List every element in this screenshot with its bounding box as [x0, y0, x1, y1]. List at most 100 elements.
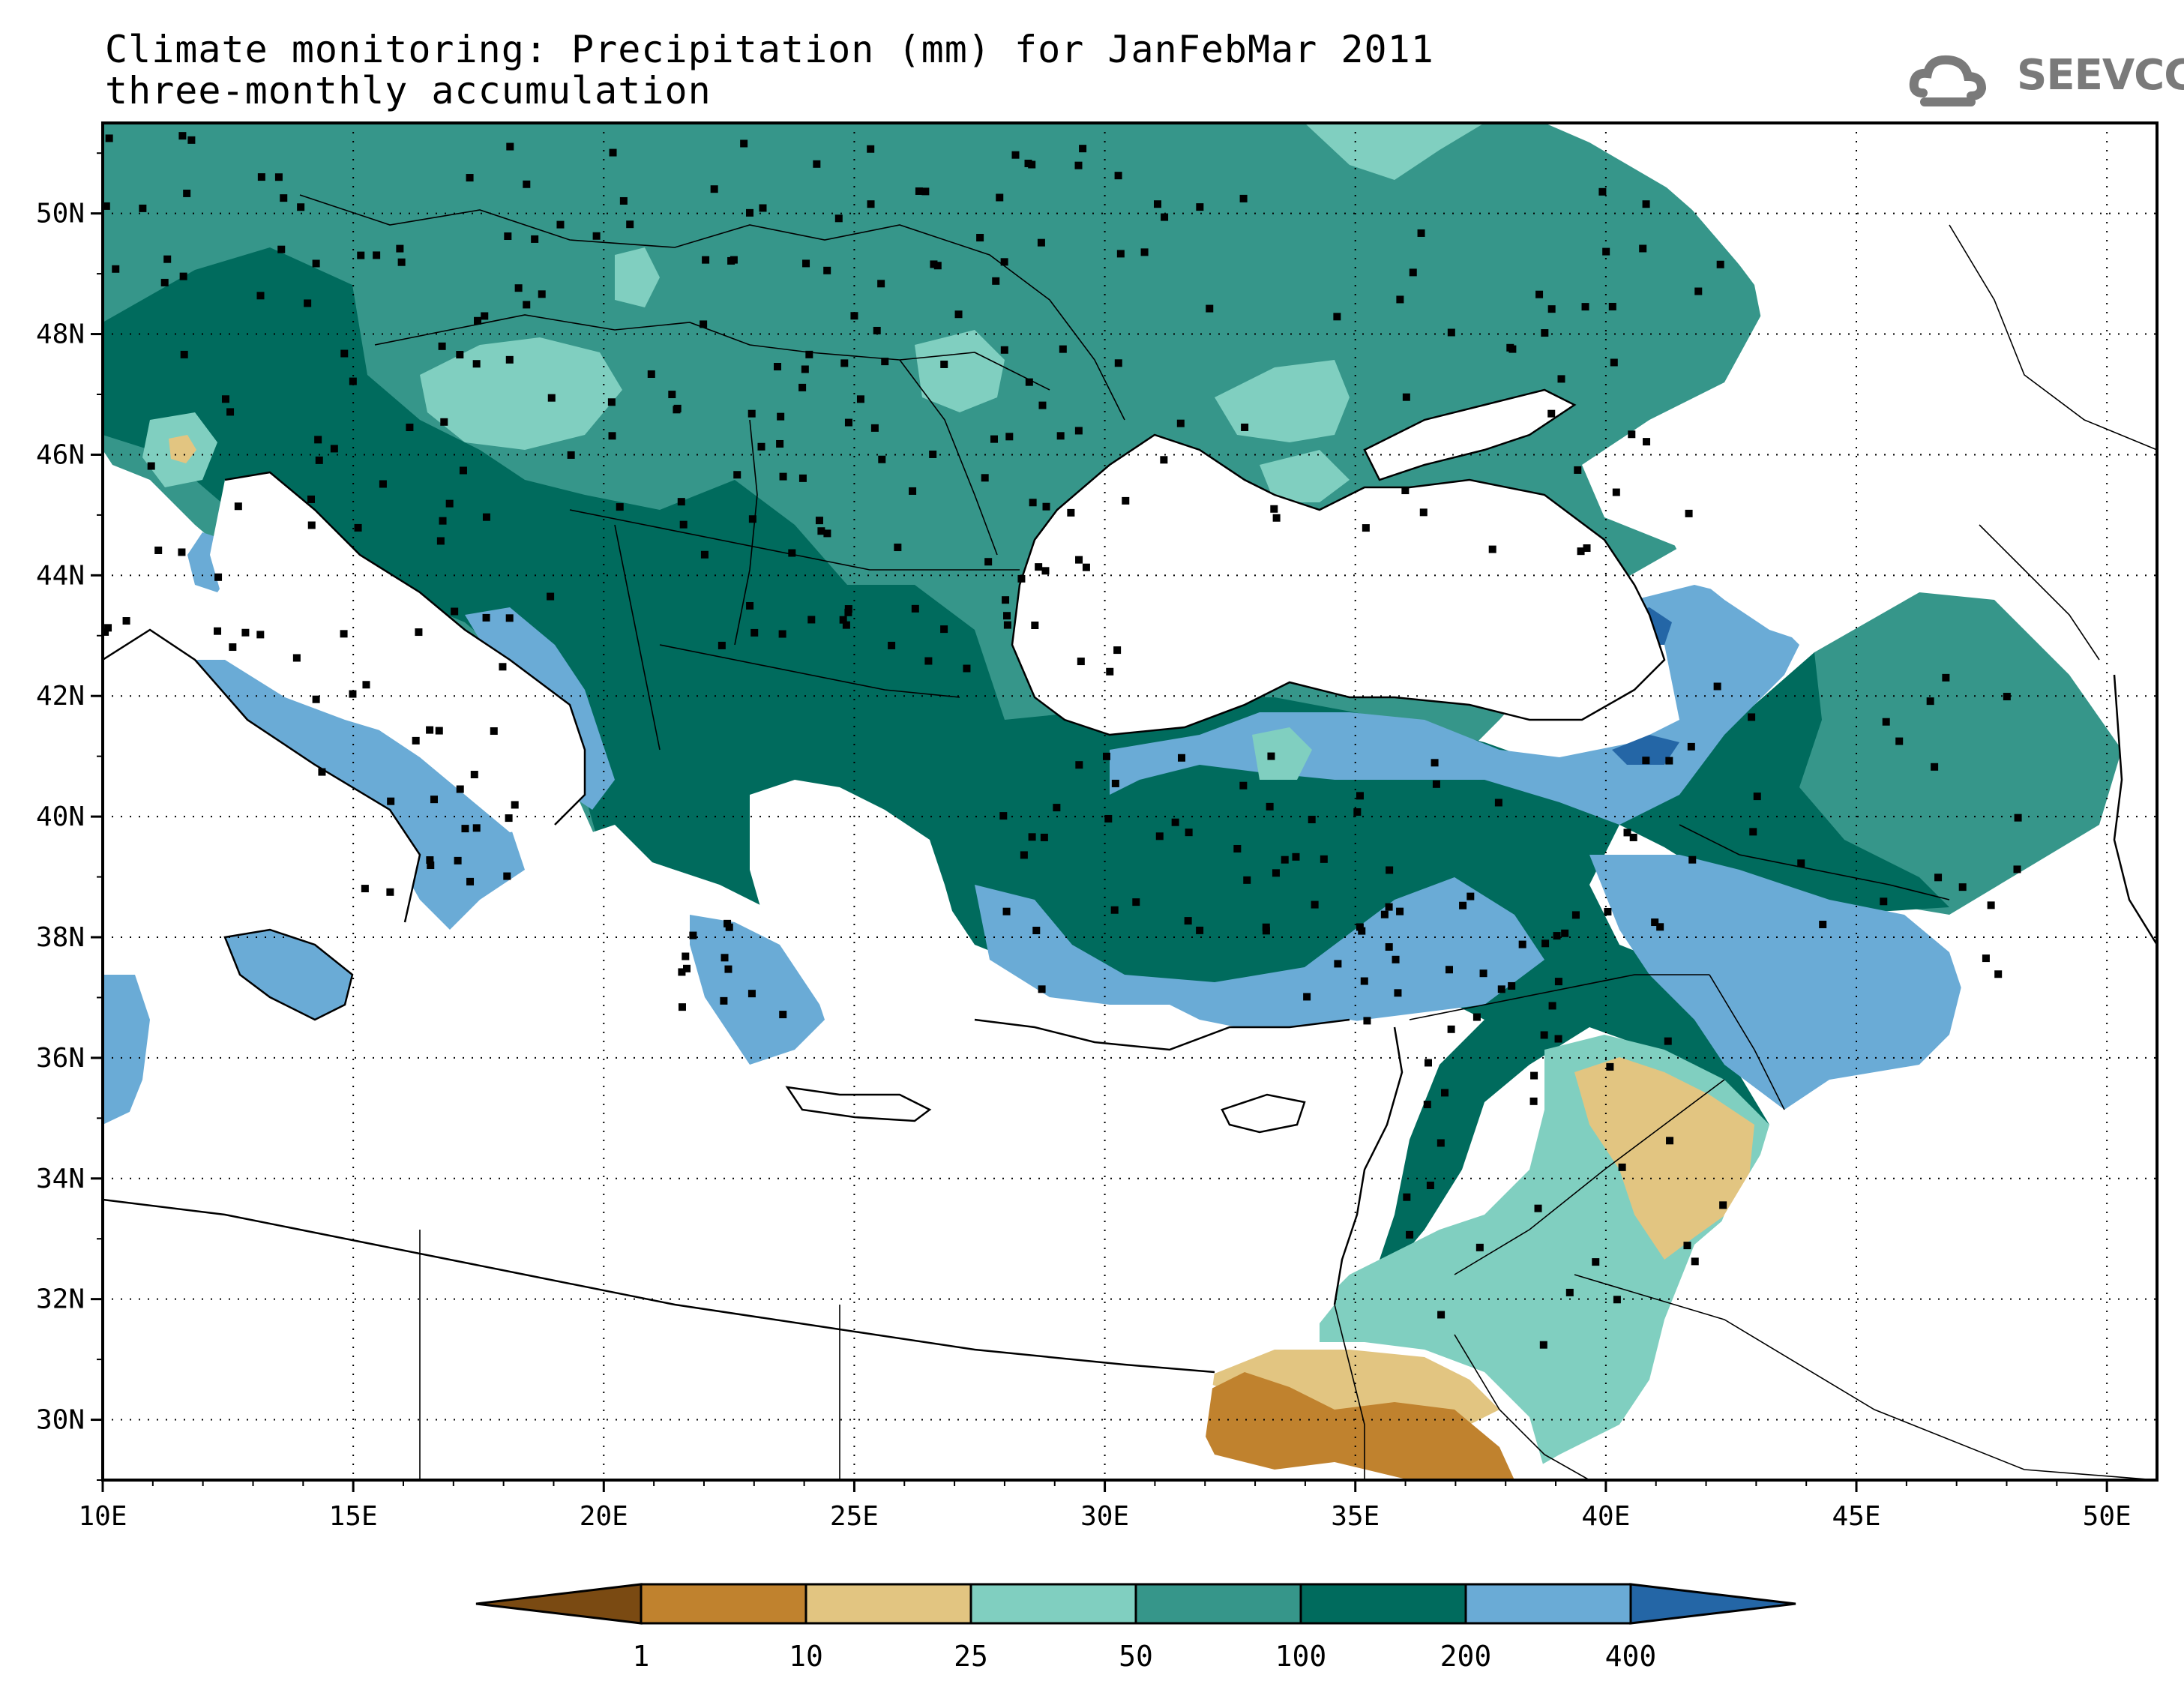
- station-marker: [439, 517, 447, 525]
- precip-zone-10-25-alps: [169, 435, 196, 463]
- station-marker: [427, 861, 435, 870]
- colorbar-segment: [1464, 1583, 1632, 1625]
- station-marker: [839, 616, 847, 624]
- station-marker: [1540, 1031, 1548, 1039]
- station-marker: [867, 145, 875, 153]
- map-frame: [101, 121, 2159, 1482]
- station-marker: [1753, 793, 1761, 801]
- station-marker: [1561, 929, 1569, 937]
- station-marker: [626, 220, 634, 229]
- station-marker: [163, 255, 172, 263]
- station-marker: [438, 342, 446, 350]
- station-marker: [1926, 697, 1934, 706]
- station-marker: [1406, 1230, 1414, 1239]
- station-marker: [981, 474, 989, 482]
- station-marker: [160, 278, 169, 286]
- station-marker: [466, 877, 475, 885]
- station-marker: [757, 442, 765, 451]
- station-marker: [1360, 977, 1368, 985]
- station-marker: [940, 625, 948, 634]
- station-marker: [1270, 505, 1278, 513]
- station-marker: [292, 654, 301, 662]
- station-marker: [504, 232, 512, 241]
- station-marker: [1132, 898, 1140, 906]
- adriatic-sea: [210, 472, 585, 832]
- station-marker: [1459, 901, 1467, 909]
- station-marker: [1394, 989, 1402, 997]
- station-marker: [315, 456, 323, 464]
- station-marker: [1177, 754, 1185, 762]
- station-marker: [607, 398, 616, 406]
- station-marker: [406, 424, 414, 432]
- station-marker: [387, 797, 395, 805]
- station-marker: [1687, 742, 1695, 751]
- station-marker: [1233, 844, 1242, 852]
- station-marker: [779, 472, 787, 481]
- station-marker: [1042, 502, 1050, 511]
- station-marker: [1475, 1243, 1484, 1251]
- station-marker: [503, 872, 511, 880]
- station-marker: [1685, 509, 1693, 517]
- station-marker: [815, 517, 823, 525]
- station-marker: [817, 527, 825, 535]
- precip-zone-100-200: [103, 247, 1949, 1305]
- station-marker: [179, 272, 187, 280]
- station-marker: [514, 284, 523, 292]
- station-marker: [1262, 923, 1270, 931]
- station-marker: [1401, 487, 1410, 495]
- station-marker: [373, 251, 381, 259]
- colorbar-segment: [804, 1583, 972, 1625]
- mediterranean-sea: [103, 825, 1402, 1357]
- station-marker: [1466, 892, 1475, 900]
- station-marker: [710, 185, 718, 193]
- station-marker: [567, 451, 575, 459]
- station-marker: [1931, 763, 1939, 771]
- station-marker: [609, 148, 617, 157]
- cloud-icon: [1909, 55, 1987, 106]
- station-marker: [1613, 1296, 1621, 1304]
- station-marker: [523, 301, 531, 309]
- station-marker: [798, 383, 807, 391]
- station-marker: [1176, 419, 1185, 427]
- station-marker: [490, 727, 498, 736]
- station-marker: [1032, 927, 1041, 935]
- station-marker: [774, 363, 782, 371]
- station-marker: [1029, 499, 1037, 507]
- station-marker: [226, 408, 235, 416]
- station-marker: [996, 193, 1004, 202]
- station-marker: [1423, 1101, 1431, 1109]
- station-marker: [1691, 1257, 1699, 1266]
- x-tick-label: 45E: [1832, 1501, 1881, 1532]
- colorbar: 1 10 25 50 100 200 400: [475, 1583, 1796, 1673]
- station-marker: [1518, 940, 1526, 948]
- station-marker: [396, 244, 404, 253]
- station-marker: [724, 965, 732, 973]
- station-marker: [304, 299, 312, 307]
- x-tick-label: 40E: [1581, 1501, 1630, 1532]
- station-marker: [867, 200, 875, 208]
- station-marker: [241, 628, 250, 637]
- station-marker: [361, 885, 369, 893]
- station-marker: [456, 785, 464, 793]
- station-marker: [386, 888, 394, 896]
- station-marker: [813, 160, 821, 168]
- station-marker: [702, 256, 710, 264]
- station-marker: [1982, 954, 1990, 963]
- station-marker: [1024, 159, 1032, 167]
- station-marker: [1612, 488, 1620, 496]
- station-marker: [842, 621, 850, 629]
- station-marker: [472, 360, 481, 368]
- station-marker: [954, 310, 963, 319]
- station-marker: [412, 736, 420, 745]
- station-marker: [746, 208, 754, 217]
- station-marker: [147, 462, 155, 470]
- map-subtitle: three-monthly accumulation: [105, 69, 712, 112]
- station-marker: [1362, 524, 1370, 532]
- station-marker: [1020, 851, 1028, 859]
- longitude-axis: 10E 15E 20E 25E 30E 35E 40E 45E 50E: [78, 1480, 2132, 1532]
- station-marker: [1432, 780, 1440, 788]
- station-marker: [454, 856, 462, 864]
- station-marker: [1111, 779, 1119, 787]
- station-marker: [881, 358, 889, 366]
- station-marker: [340, 349, 349, 358]
